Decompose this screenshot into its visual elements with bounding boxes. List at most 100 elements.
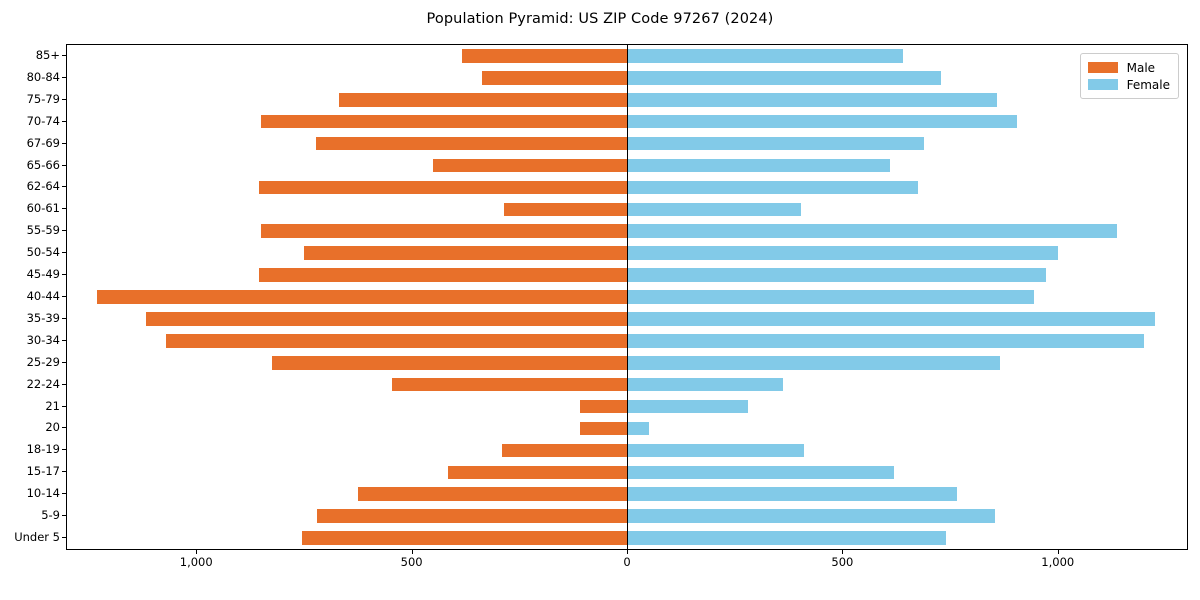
- bar-female[interactable]: [627, 377, 783, 392]
- bar-female[interactable]: [627, 49, 904, 63]
- bar-row: [67, 509, 1187, 523]
- bar-male[interactable]: [301, 531, 627, 545]
- bar-female[interactable]: [627, 224, 1117, 239]
- bar-female[interactable]: [627, 312, 1156, 326]
- y-tick-mark: [62, 493, 66, 495]
- bar-female[interactable]: [627, 399, 748, 414]
- bar-female[interactable]: [627, 421, 649, 436]
- bar-female[interactable]: [627, 290, 1035, 304]
- y-tick-mark: [62, 164, 66, 166]
- y-axis-label: 62-64: [26, 179, 60, 194]
- y-axis-label: 67-69: [26, 135, 60, 150]
- bar-male[interactable]: [96, 290, 627, 304]
- chart-title: Population Pyramid: US ZIP Code 97267 (2…: [426, 11, 774, 27]
- bar-row: [67, 202, 1187, 217]
- bar-male[interactable]: [462, 49, 627, 63]
- bar-row: [67, 421, 1187, 436]
- bar-male[interactable]: [579, 421, 627, 436]
- x-axis-label: 500: [400, 555, 423, 569]
- bar-male[interactable]: [339, 92, 627, 107]
- bar-male[interactable]: [303, 246, 627, 260]
- y-axis-tick-labels: 85+ 80-84 75-79 70-74 67-69 65-66 62-64 60-61 55…: [0, 44, 60, 550]
- bar-female[interactable]: [627, 114, 1017, 129]
- y-tick-mark: [62, 317, 66, 319]
- bar-female[interactable]: [627, 487, 957, 501]
- y-tick-mark: [62, 76, 66, 78]
- bar-male[interactable]: [258, 268, 627, 282]
- bar-row: [67, 180, 1187, 195]
- y-axis-label: 55-59: [26, 223, 60, 238]
- x-axis-ticks: 1,000 500 0 500 1,000: [0, 550, 1200, 590]
- legend-label-female: Female: [1126, 77, 1170, 92]
- y-axis-tick-marks: [0, 44, 70, 550]
- bar-male[interactable]: [448, 465, 627, 480]
- bars-layer: [67, 45, 1187, 549]
- bar-row: [67, 268, 1187, 282]
- bar-male[interactable]: [260, 224, 627, 239]
- legend-swatch-male-icon: [1087, 62, 1118, 73]
- bar-female[interactable]: [627, 202, 802, 217]
- x-tick-mark: [411, 550, 413, 554]
- bar-female[interactable]: [627, 531, 946, 545]
- y-tick-mark: [62, 515, 66, 517]
- bar-female[interactable]: [627, 158, 890, 173]
- bar-male[interactable]: [502, 443, 627, 458]
- bar-female[interactable]: [627, 443, 804, 458]
- legend-item-male: Male: [1087, 59, 1170, 76]
- y-tick-mark: [62, 208, 66, 210]
- y-tick-mark: [62, 339, 66, 341]
- bar-female[interactable]: [627, 71, 942, 85]
- x-tick-mark: [1057, 550, 1059, 554]
- bar-row: [67, 399, 1187, 414]
- bar-row: [67, 355, 1187, 370]
- bar-male[interactable]: [357, 487, 627, 501]
- bar-male[interactable]: [272, 355, 627, 370]
- bar-female[interactable]: [627, 246, 1058, 260]
- x-axis-label: 1,000: [179, 555, 213, 569]
- bar-row: [67, 246, 1187, 260]
- bar-male[interactable]: [481, 71, 627, 85]
- bar-male[interactable]: [579, 399, 627, 414]
- bar-male[interactable]: [391, 377, 627, 392]
- bar-female[interactable]: [627, 136, 925, 151]
- y-axis-label: 20: [45, 420, 60, 435]
- bar-male[interactable]: [166, 334, 627, 348]
- y-axis-label: 75-79: [26, 91, 60, 106]
- y-axis-label: 65-66: [26, 157, 60, 172]
- bar-male[interactable]: [146, 312, 627, 326]
- bar-female[interactable]: [627, 180, 918, 195]
- bar-row: [67, 465, 1187, 480]
- y-axis-label: 70-74: [26, 113, 60, 128]
- bar-row: [67, 224, 1187, 239]
- bar-female[interactable]: [627, 268, 1047, 282]
- bar-female[interactable]: [627, 355, 1000, 370]
- bar-row: [67, 71, 1187, 85]
- bar-row: [67, 443, 1187, 458]
- bar-female[interactable]: [627, 509, 996, 523]
- y-tick-mark: [62, 296, 66, 297]
- bar-male[interactable]: [433, 158, 627, 173]
- x-axis-label: 500: [831, 555, 854, 569]
- bar-female[interactable]: [627, 334, 1144, 348]
- bar-male[interactable]: [316, 509, 627, 523]
- zero-axis-line: [627, 45, 628, 549]
- bar-female[interactable]: [627, 92, 997, 107]
- y-tick-mark: [62, 471, 66, 473]
- bar-male[interactable]: [261, 114, 627, 129]
- chart-legend[interactable]: Male Female: [1079, 53, 1179, 99]
- y-tick-mark: [62, 252, 66, 254]
- y-tick-mark: [62, 142, 66, 144]
- bar-row: [67, 158, 1187, 173]
- y-tick-mark: [62, 54, 66, 56]
- legend-swatch-female-icon: [1087, 79, 1118, 90]
- y-axis-label: 30-34: [26, 332, 60, 347]
- y-axis-label: 80-84: [26, 69, 60, 84]
- bar-female[interactable]: [627, 465, 895, 480]
- bar-male[interactable]: [258, 180, 627, 195]
- bar-male[interactable]: [316, 136, 627, 151]
- bar-male[interactable]: [504, 202, 627, 217]
- x-axis-label: 0: [623, 555, 631, 569]
- y-axis-label: 15-17: [26, 464, 60, 479]
- y-axis-label: 40-44: [26, 289, 60, 303]
